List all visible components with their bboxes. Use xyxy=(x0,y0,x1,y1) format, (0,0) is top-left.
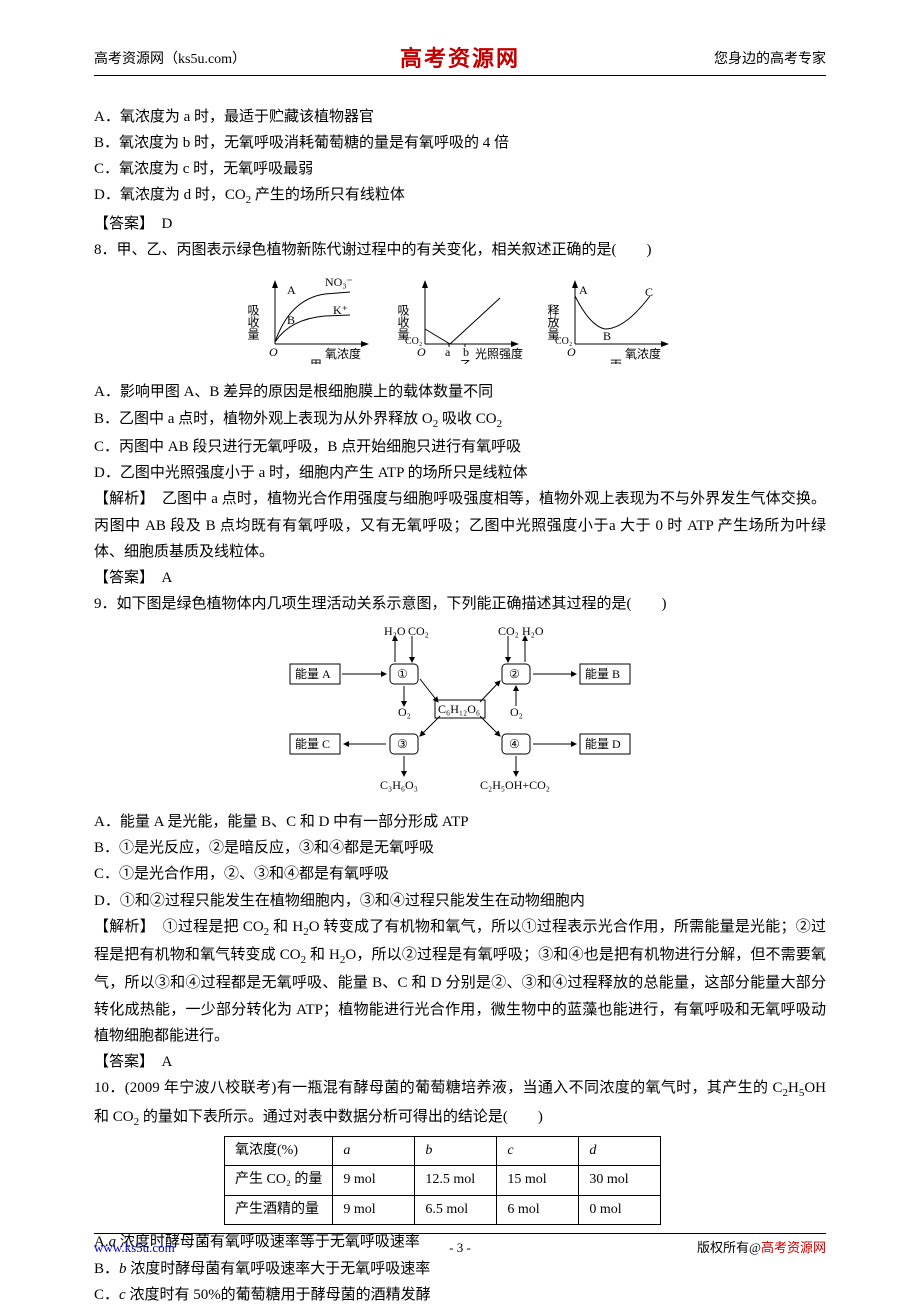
svg-text:C₃H₆O₃: C₃H₆O₃ xyxy=(380,778,418,792)
table-row: 产生酒精的量 9 mol 6.5 mol 6 mol 0 mol xyxy=(225,1195,661,1225)
svg-text:O₂: O₂ xyxy=(510,705,523,719)
main-content: A．氧浓度为 a 时，最适于贮藏该植物器官 B．氧浓度为 b 时，无氧呼吸消耗葡… xyxy=(94,104,826,1308)
svg-text:光照强度: 光照强度 xyxy=(475,346,523,361)
q8-optC: C．丙图中 AB 段只进行无氧呼吸，B 点开始细胞只进行有氧呼吸 xyxy=(94,434,826,460)
svg-text:氧浓度: 氧浓度 xyxy=(625,346,661,361)
footer-page-number: - 3 - xyxy=(449,1237,471,1260)
svg-text:H₂O: H₂O xyxy=(522,624,544,638)
q9-figure: 能量 A 能量 B 能量 C 能量 D ① ② ③ ④ H₂O CO₂ CO₂ … xyxy=(94,624,826,803)
q9-explanation: 【解析】 ①过程是把 CO2 和 H2O 转变成了有机物和氧气，所以①过程表示光… xyxy=(94,914,826,1049)
q8-optD: D．乙图中光照强度小于 a 时，细胞内产生 ATP 的场所只是线粒体 xyxy=(94,460,826,486)
q9-optA: A．能量 A 是光能，能量 B、C 和 D 中有一部分形成 ATP xyxy=(94,809,826,835)
svg-text:B: B xyxy=(287,313,295,327)
footer-url: www.ks5u.com xyxy=(94,1237,175,1260)
svg-text:甲: 甲 xyxy=(310,358,322,364)
header-center: 高考资源网 xyxy=(400,40,520,79)
q7-optB: B．氧浓度为 b 时，无氧呼吸消耗葡萄糖的量是有氧呼吸的 4 倍 xyxy=(94,130,826,156)
q7-optD: D．氧浓度为 d 时，CO2 产生的场所只有线粒体 xyxy=(94,182,826,210)
svg-text:A: A xyxy=(579,283,588,297)
q9-optB: B．①是光反应，②是暗反应，③和④都是无氧呼吸 xyxy=(94,835,826,861)
svg-text:a: a xyxy=(445,345,451,359)
svg-text:能量 A: 能量 A xyxy=(295,667,331,681)
svg-text:H₂O: H₂O xyxy=(384,624,406,638)
svg-text:C: C xyxy=(645,285,653,299)
svg-text:能量 C: 能量 C xyxy=(295,737,330,751)
q7-answer: 【答案】 D xyxy=(94,211,826,237)
svg-text:O: O xyxy=(567,345,576,359)
svg-text:B: B xyxy=(603,329,611,343)
svg-text:A: A xyxy=(287,283,296,297)
q9-optD: D．①和②过程只能发生在植物细胞内，③和④过程只能发生在动物细胞内 xyxy=(94,888,826,914)
q10-table: 氧浓度(%) a b c d 产生 CO₂ 的量 9 mol 12.5 mol … xyxy=(224,1136,661,1226)
svg-text:b: b xyxy=(463,345,469,359)
table-row: 产生 CO₂ 的量 9 mol 12.5 mol 15 mol 30 mol xyxy=(225,1166,661,1196)
svg-text:氧浓度: 氧浓度 xyxy=(325,346,361,361)
svg-text:乙: 乙 xyxy=(460,358,472,364)
svg-text:③: ③ xyxy=(397,737,408,751)
svg-text:O: O xyxy=(269,345,278,359)
q9-stem: 9．如下图是绿色植物体内几项生理活动关系示意图，下列能正确描述其过程的是( ) xyxy=(94,591,826,617)
svg-text:吸收量: 吸收量 xyxy=(246,304,260,340)
svg-text:C₂H₅OH+CO₂: C₂H₅OH+CO₂ xyxy=(480,778,550,792)
q8-optA: A．影响甲图 A、B 差异的原因是根细胞膜上的载体数量不同 xyxy=(94,379,826,405)
svg-text:释放量: 释放量 xyxy=(546,304,560,340)
svg-text:K⁺: K⁺ xyxy=(333,303,348,317)
svg-text:能量 D: 能量 D xyxy=(585,737,621,751)
q7-optA: A．氧浓度为 a 时，最适于贮藏该植物器官 xyxy=(94,104,826,130)
svg-text:NO₃⁻: NO₃⁻ xyxy=(325,275,353,289)
svg-text:能量 B: 能量 B xyxy=(585,667,620,681)
table-row: 氧浓度(%) a b c d xyxy=(225,1136,661,1166)
q9-optC: C．①是光合作用，②、③和④都是有氧呼吸 xyxy=(94,861,826,887)
page-header: 高考资源网（ks5u.com） 高考资源网 您身边的高考专家 xyxy=(94,48,826,76)
svg-text:C₆H₁₂O₆: C₆H₁₂O₆ xyxy=(438,702,480,716)
svg-text:②: ② xyxy=(509,667,520,681)
svg-text:O₂: O₂ xyxy=(398,705,411,719)
q8-explanation: 【解析】 乙图中 a 点时，植物光合作用强度与细胞呼吸强度相等，植物外观上表现为… xyxy=(94,486,826,565)
q8-answer: 【答案】 A xyxy=(94,565,826,591)
svg-text:CO₂: CO₂ xyxy=(498,624,519,638)
q9-answer: 【答案】 A xyxy=(94,1049,826,1075)
header-right: 您身边的高考专家 xyxy=(714,48,826,73)
q10-stem: 10．(2009 年宁波八校联考)有一瓶混有酵母菌的葡萄糖培养液，当通入不同浓度… xyxy=(94,1075,826,1132)
q10-optC: C．c 浓度时有 50%的葡萄糖用于酵母菌的酒精发酵 xyxy=(94,1282,826,1308)
header-left: 高考资源网（ks5u.com） xyxy=(94,48,246,73)
q8-figure: A B NO₃⁻ K⁺ 吸收量 O 氧浓度 甲 吸收量 xyxy=(94,269,826,373)
svg-text:①: ① xyxy=(397,667,408,681)
footer-copyright: 版权所有@高考资源网 xyxy=(697,1237,826,1260)
svg-text:④: ④ xyxy=(509,737,520,751)
svg-text:O: O xyxy=(417,345,426,359)
q8-stem: 8．甲、乙、丙图表示绿色植物新陈代谢过程中的有关变化，相关叙述正确的是( ) xyxy=(94,237,826,263)
q7-optC: C．氧浓度为 c 时，无氧呼吸最弱 xyxy=(94,156,826,182)
svg-text:CO₂: CO₂ xyxy=(408,624,429,638)
svg-text:吸收量: 吸收量 xyxy=(396,304,410,340)
svg-text:丙: 丙 xyxy=(610,358,622,364)
q8-optB: B．乙图中 a 点时，植物外观上表现为从外界释放 O2 吸收 CO2 xyxy=(94,406,826,434)
page-footer: www.ks5u.com - 3 - 版权所有@高考资源网 xyxy=(94,1233,826,1260)
